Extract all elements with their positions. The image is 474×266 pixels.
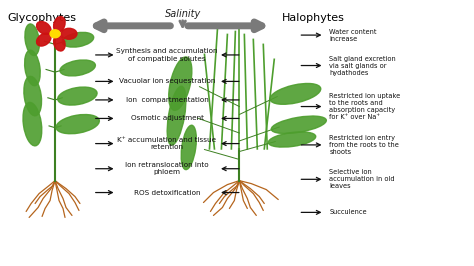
Ellipse shape (25, 24, 39, 56)
Text: ROS detoxification: ROS detoxification (134, 190, 201, 196)
Ellipse shape (36, 22, 51, 34)
Ellipse shape (62, 32, 94, 47)
Text: Osmotic adjustment: Osmotic adjustment (130, 115, 203, 122)
Ellipse shape (54, 16, 65, 32)
Ellipse shape (61, 28, 77, 39)
Text: Ion  compartmentation: Ion compartmentation (126, 97, 209, 103)
Text: Water content
increase: Water content increase (329, 28, 377, 41)
Ellipse shape (58, 87, 97, 105)
Text: Succulence: Succulence (329, 209, 367, 215)
Ellipse shape (271, 116, 326, 134)
Text: Salt gland excretion
via salt glands or
hydathodes: Salt gland excretion via salt glands or … (329, 56, 396, 76)
Ellipse shape (54, 35, 65, 51)
Text: Restricted ion entry
from the roots to the
shoots: Restricted ion entry from the roots to t… (329, 135, 399, 155)
Text: Vacuolar ion sequestration: Vacuolar ion sequestration (119, 78, 215, 84)
Ellipse shape (181, 125, 196, 170)
Ellipse shape (169, 57, 192, 110)
Ellipse shape (268, 132, 316, 147)
Text: Glycophytes: Glycophytes (8, 13, 77, 23)
Text: Restricted ion uptake
to the roots and
absorption capacity
for K⁺ over Na⁺: Restricted ion uptake to the roots and a… (329, 93, 401, 120)
Ellipse shape (60, 60, 95, 76)
Text: Salinity: Salinity (164, 9, 201, 19)
Ellipse shape (23, 102, 42, 146)
Ellipse shape (25, 50, 40, 86)
Ellipse shape (36, 33, 51, 46)
Text: Halophytes: Halophytes (282, 13, 345, 23)
Ellipse shape (167, 86, 186, 145)
Text: Synthesis and accumulation
of compatible solutes: Synthesis and accumulation of compatible… (116, 48, 218, 62)
Text: Selective ion
accumulation in old
leaves: Selective ion accumulation in old leaves (329, 169, 395, 189)
Ellipse shape (24, 76, 42, 116)
Text: K⁺ accumulation and tissue
retention: K⁺ accumulation and tissue retention (118, 137, 217, 150)
Text: Ion retranslocation into
phloem: Ion retranslocation into phloem (125, 162, 209, 176)
Ellipse shape (56, 115, 100, 134)
Ellipse shape (50, 30, 60, 38)
Ellipse shape (270, 84, 321, 104)
